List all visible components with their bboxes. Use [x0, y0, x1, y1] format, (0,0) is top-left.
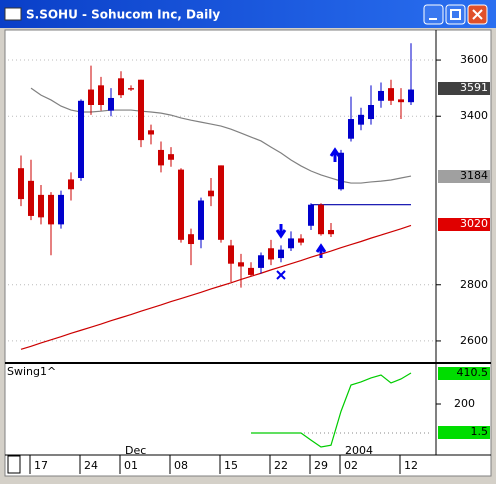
scroll-box[interactable] — [7, 455, 21, 474]
candle-body — [378, 90, 384, 101]
overlay-line — [20, 224, 412, 350]
price-marker-label: 3020 — [460, 217, 488, 230]
x-tick-label: 29 — [314, 459, 328, 472]
candle-body — [368, 104, 374, 120]
candle-body — [228, 245, 234, 264]
candle-body — [168, 154, 174, 160]
candle-body — [108, 97, 114, 111]
candle-body — [318, 204, 324, 235]
value-marker-label: 1.5 — [471, 425, 489, 438]
x-tick-label: 17 — [34, 459, 48, 472]
indicator-line — [251, 372, 412, 448]
candle-body — [348, 119, 354, 139]
candle-body — [338, 152, 344, 190]
app-icon — [4, 7, 22, 21]
candle-body — [258, 255, 264, 268]
candle-body — [198, 200, 204, 240]
candle-body — [28, 180, 34, 216]
candle-body — [158, 149, 164, 166]
price-marker-label: 3184 — [460, 169, 488, 182]
candle-body — [398, 99, 404, 103]
y-tick-label: 2600 — [460, 334, 488, 347]
y-tick-label: 2800 — [460, 278, 488, 291]
candle-body — [288, 238, 294, 249]
candle-body — [298, 238, 304, 243]
x-tick-label: 22 — [274, 459, 288, 472]
title-bar — [0, 0, 496, 28]
price-marker — [438, 218, 490, 231]
x-tick-label: 15 — [224, 459, 238, 472]
candle-body — [268, 248, 274, 260]
candle-body — [358, 114, 364, 125]
candle-body — [188, 234, 194, 245]
x-tick-label: 24 — [84, 459, 98, 472]
candle-body — [138, 79, 144, 141]
candle-body — [68, 179, 74, 190]
candle-body — [128, 88, 134, 90]
candle-body — [218, 165, 224, 240]
price-marker — [438, 82, 490, 95]
candle-body — [238, 262, 244, 267]
signal-arrow — [275, 224, 287, 239]
chart-area — [4, 29, 492, 477]
x-tick-label: 12 — [404, 459, 418, 472]
price-marker-label: 3591 — [460, 81, 488, 94]
period-label: Dec — [125, 444, 146, 457]
maximize-button[interactable] — [445, 4, 466, 25]
icon — [450, 9, 461, 20]
y-tick-label: 200 — [454, 397, 475, 410]
signal-arrow — [329, 147, 341, 162]
candle-body — [178, 169, 184, 240]
candle-body — [58, 194, 64, 225]
y-tick-label: 3600 — [460, 53, 488, 66]
value-marker — [438, 426, 490, 439]
overlay-line — [30, 87, 412, 184]
x-tick-label: 01 — [124, 459, 138, 472]
minimize-button[interactable] — [423, 4, 444, 25]
signal-cross — [276, 270, 286, 280]
candle-body — [48, 194, 54, 225]
candle-body — [308, 204, 314, 226]
candle-body — [278, 249, 284, 259]
period-label: 2004 — [345, 444, 373, 457]
candle-body — [408, 89, 414, 103]
candle-body — [388, 88, 394, 101]
candle-body — [148, 130, 154, 135]
indicator-title: Swing1^ — [7, 365, 56, 378]
candle-body — [78, 100, 84, 179]
candle-body — [98, 85, 104, 105]
candle-body — [208, 190, 214, 197]
signal-arrow — [315, 243, 327, 258]
icon — [472, 9, 483, 20]
x-tick-label: 08 — [174, 459, 188, 472]
candle-body — [248, 267, 254, 275]
candle-body — [118, 78, 124, 96]
price-marker — [438, 170, 490, 183]
y-tick-label: 3400 — [460, 109, 488, 122]
candle-body — [88, 89, 94, 105]
candle-body — [328, 229, 334, 235]
candle-body — [18, 168, 24, 200]
x-tick-label: 02 — [344, 459, 358, 472]
window-title: S.SOHU - Sohucom Inc, Daily — [26, 8, 220, 22]
candle-body — [38, 194, 44, 218]
value-marker-label: 410.5 — [457, 366, 489, 379]
value-marker — [438, 367, 490, 380]
